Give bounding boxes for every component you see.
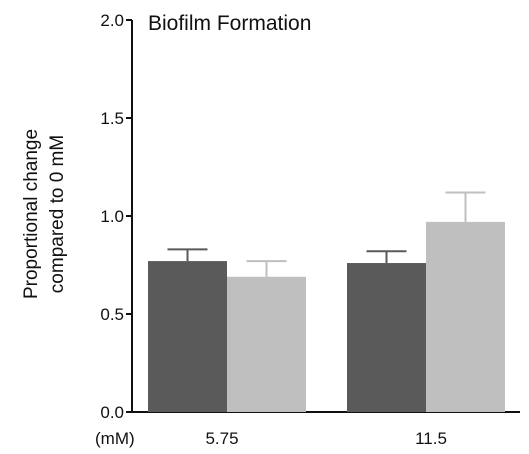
bar-5-75-series-2 [227, 277, 306, 412]
bars [148, 222, 505, 412]
y-tick-label: 2.0 [100, 11, 124, 30]
chart-title: Biofilm Formation [148, 12, 311, 35]
y-ticks: 0.0 0.5 1.0 1.5 2.0 [100, 11, 132, 422]
y-axis-label-line-2: compared to 0 mM [47, 135, 68, 293]
y-tick-label: 1.0 [100, 207, 124, 226]
bar-5-75-series-1 [148, 261, 227, 412]
category-label-11-5: 11.5 [415, 429, 447, 448]
y-tick-label: 0.0 [100, 403, 124, 422]
y-tick-label: 0.5 [100, 305, 124, 324]
x-unit-label: (mM) [95, 429, 135, 448]
bar-11-5-series-2 [426, 222, 505, 412]
category-label-5-75: 5.75 [205, 429, 238, 448]
bar-11-5-series-1 [347, 263, 426, 412]
y-axis-label-line-1: Proportional change [21, 129, 42, 299]
y-tick-label: 1.5 [100, 109, 124, 128]
